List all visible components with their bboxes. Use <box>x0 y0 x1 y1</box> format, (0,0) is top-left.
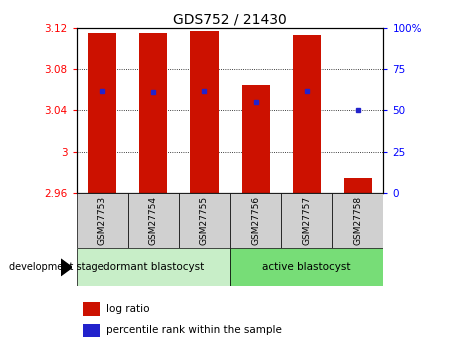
Text: dormant blastocyst: dormant blastocyst <box>103 263 204 272</box>
Bar <box>128 193 179 248</box>
Bar <box>83 302 100 316</box>
Bar <box>88 33 116 193</box>
Bar <box>83 324 100 337</box>
Title: GDS752 / 21430: GDS752 / 21430 <box>173 12 287 27</box>
Text: GSM27756: GSM27756 <box>251 196 260 245</box>
Text: percentile rank within the sample: percentile rank within the sample <box>106 325 282 335</box>
Bar <box>179 193 230 248</box>
Bar <box>190 31 218 193</box>
Bar <box>242 85 270 193</box>
Text: active blastocyst: active blastocyst <box>262 263 351 272</box>
Bar <box>332 193 383 248</box>
Polygon shape <box>61 259 72 276</box>
Bar <box>344 178 372 193</box>
Bar <box>77 248 230 286</box>
Text: development stage: development stage <box>9 263 104 272</box>
Bar <box>293 35 321 193</box>
Bar <box>281 193 332 248</box>
Text: GSM27758: GSM27758 <box>353 196 362 245</box>
Bar <box>230 193 281 248</box>
Bar <box>230 248 383 286</box>
Text: GSM27753: GSM27753 <box>98 196 107 245</box>
Bar <box>139 33 167 193</box>
Text: GSM27755: GSM27755 <box>200 196 209 245</box>
Text: GSM27754: GSM27754 <box>149 196 158 245</box>
Text: GSM27757: GSM27757 <box>302 196 311 245</box>
Text: log ratio: log ratio <box>106 304 149 314</box>
Bar <box>77 193 128 248</box>
